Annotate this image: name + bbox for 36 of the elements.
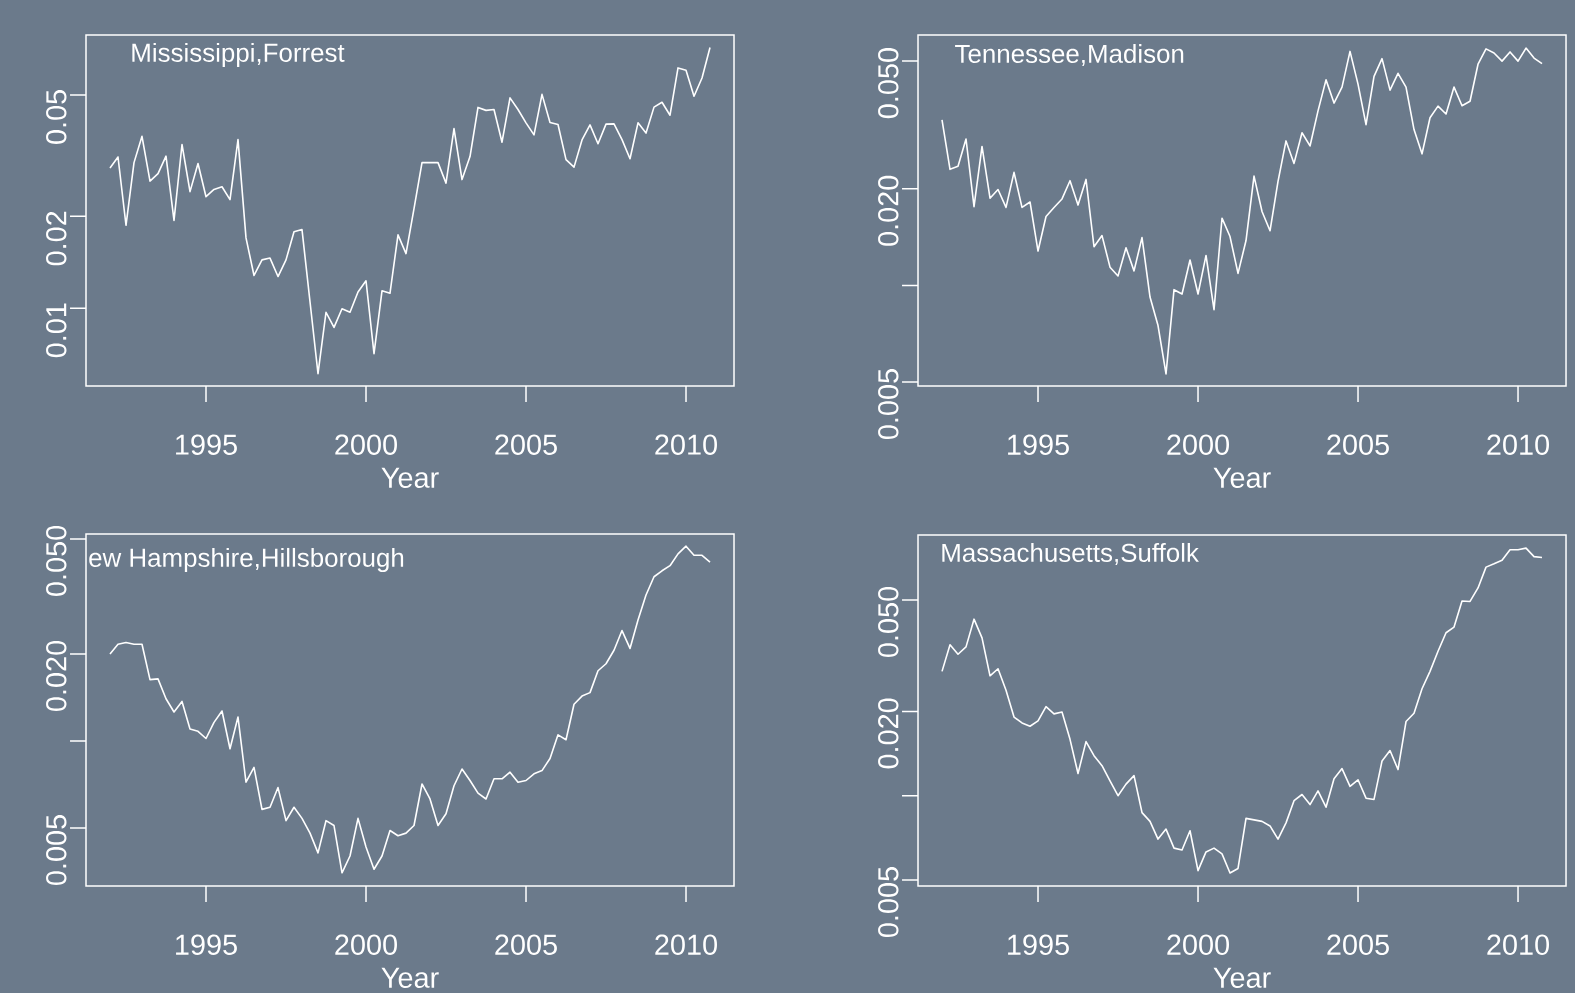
x-tick-label: 2000	[335, 434, 397, 455]
x-tick-label: 2005	[1327, 934, 1389, 955]
x-axis-title: Year	[381, 967, 439, 988]
y-tick-label: 0.01	[46, 303, 67, 358]
x-axis-title: Year	[1213, 967, 1271, 988]
chart-title: Massachusetts,Suffolk	[942, 542, 1199, 566]
x-axis-title: Year	[1213, 467, 1271, 488]
x-tick-label: 1995	[1008, 434, 1069, 455]
x-tick-label: 2005	[1327, 434, 1389, 455]
y-tick-label: 0.050	[878, 48, 899, 119]
chart-title: Mississippi,Forrest	[132, 42, 345, 68]
y-tick-label: 0.005	[46, 815, 67, 886]
chart-title: Tennessee,Madison	[955, 43, 1184, 67]
y-tick-label: 0.050	[878, 586, 899, 657]
x-tick-label: 2010	[655, 434, 717, 455]
y-tick-label: 0.020	[878, 175, 899, 246]
x-axis-title: Year	[381, 467, 439, 488]
y-tick-label: 0.020	[878, 698, 899, 769]
x-tick-label: 2005	[495, 434, 557, 455]
y-tick-label: 0.05	[46, 90, 67, 144]
x-tick-label: 2010	[1487, 934, 1550, 955]
y-tick-label: 0.005	[878, 369, 899, 440]
x-tick-label: 2000	[1167, 434, 1230, 455]
y-tick-label: 0.02	[46, 211, 67, 266]
text: ew Hampshire,Hillsborough	[89, 547, 404, 573]
x-tick-label: 1995	[176, 434, 237, 455]
x-tick-label: 1995	[1008, 934, 1069, 955]
x-tick-label: 1995	[176, 934, 237, 955]
x-tick-label: 2000	[1167, 934, 1230, 955]
y-tick-label: 0.005	[878, 867, 899, 938]
y-tick-label: 0.050	[46, 525, 67, 596]
x-tick-label: 2000	[335, 934, 397, 955]
x-tick-label: 2005	[495, 934, 557, 955]
x-tick-label: 2010	[1487, 434, 1550, 455]
x-tick-label: 2010	[655, 934, 717, 955]
y-tick-label: 0.020	[46, 640, 67, 711]
